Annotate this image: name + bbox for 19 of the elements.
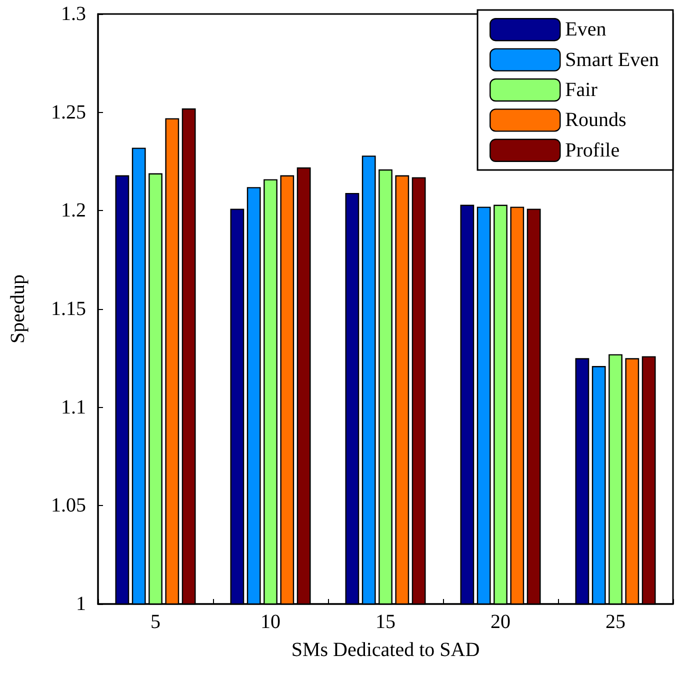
x-tick-label: 20 — [490, 611, 510, 633]
legend-label: Fair — [565, 79, 598, 101]
legend-label: Profile — [565, 139, 620, 162]
x-tick-label: 15 — [376, 611, 396, 633]
x-tick-label: 25 — [606, 611, 626, 633]
y-tick-label: 1.25 — [51, 101, 86, 124]
x-tick-label: 5 — [150, 611, 160, 633]
legend-label: Even — [565, 18, 606, 41]
legend-label: Smart Even — [565, 48, 660, 71]
x-tick-label: 10 — [260, 611, 280, 633]
y-tick-label: 1.2 — [61, 200, 86, 222]
legend-label: Rounds — [565, 109, 626, 132]
y-axis-title: Speedup — [7, 274, 29, 344]
y-tick-label: 1.05 — [51, 494, 86, 517]
y-tick-label: 1 — [76, 593, 86, 615]
y-tick-label: 1.1 — [61, 396, 86, 418]
y-tick-label: 1.3 — [61, 3, 86, 25]
x-axis-title: SMs Dedicated to SAD — [291, 639, 480, 661]
y-tick-label: 1.15 — [51, 298, 86, 320]
